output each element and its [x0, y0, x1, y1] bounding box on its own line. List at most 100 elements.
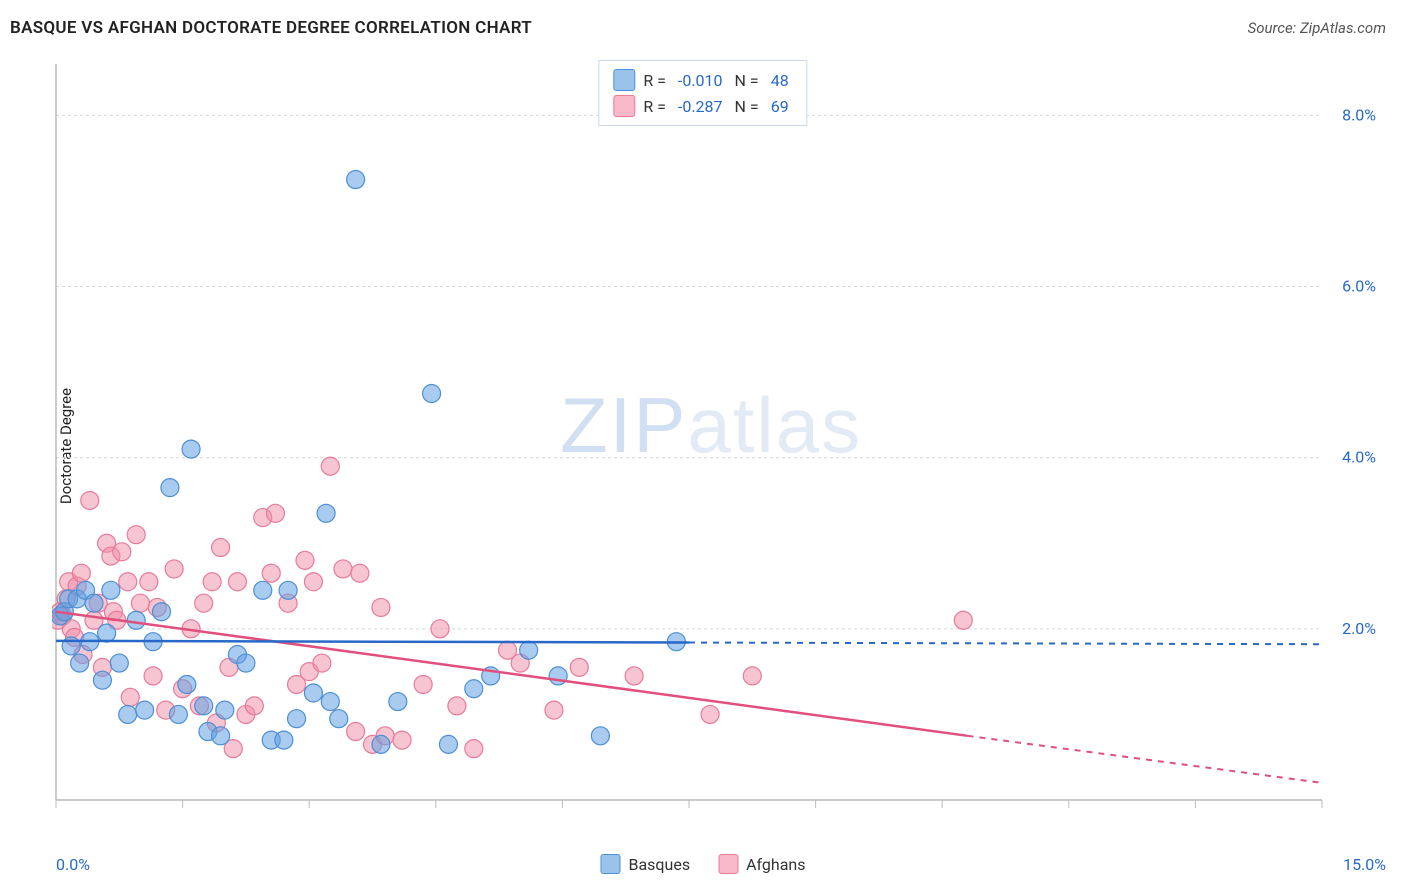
series-label: Basques — [629, 855, 691, 874]
scatter-point-basque — [279, 581, 297, 599]
regression-line-blue-solid — [56, 641, 689, 643]
scatter-point-afghan — [296, 551, 314, 569]
r-value: -0.287 — [674, 97, 727, 116]
scatter-point-basque — [423, 384, 441, 402]
n-value: 69 — [767, 97, 793, 116]
scatter-point-basque — [321, 693, 339, 711]
scatter-point-basque — [98, 624, 116, 642]
r-value: -0.010 — [674, 71, 727, 90]
scatter-point-basque — [389, 693, 407, 711]
scatter-point-afghan — [266, 504, 284, 522]
scatter-point-basque — [212, 727, 230, 745]
scatter-point-afghan — [954, 611, 972, 629]
scatter-point-basque — [182, 440, 200, 458]
scatter-point-afghan — [321, 457, 339, 475]
scatter-point-basque — [119, 705, 137, 723]
scatter-point-afghan — [545, 701, 563, 719]
scatter-point-basque — [237, 654, 255, 672]
scatter-point-afghan — [431, 620, 449, 638]
series-legend: Basques Afghans — [601, 854, 806, 874]
scatter-plot-svg: 2.0% 4.0% 6.0% 8.0% — [52, 60, 1382, 830]
n-label: N = — [735, 97, 759, 116]
scatter-point-afghan — [701, 705, 719, 723]
scatter-point-basque — [288, 710, 306, 728]
scatter-point-basque — [372, 735, 390, 753]
chart-header: BASQUE VS AFGHAN DOCTORATE DEGREE CORREL… — [10, 18, 1386, 38]
scatter-point-basque — [169, 705, 187, 723]
scatter-point-afghan — [131, 594, 149, 612]
scatter-point-basque — [71, 654, 89, 672]
scatter-point-afghan — [465, 740, 483, 758]
scatter-point-afghan — [140, 573, 158, 591]
regression-line-pink-solid — [56, 612, 968, 736]
r-label: R = — [643, 97, 666, 116]
scatter-point-afghan — [347, 723, 365, 741]
legend-swatch-pink — [613, 95, 635, 117]
correlation-legend: R = -0.010 N = 48 R = -0.287 N = 69 — [598, 60, 807, 126]
scatter-point-afghan — [448, 697, 466, 715]
scatter-point-basque — [110, 654, 128, 672]
legend-swatch-pink — [718, 854, 738, 874]
scatter-point-afghan — [144, 667, 162, 685]
scatter-point-afghan — [72, 564, 90, 582]
scatter-point-basque — [254, 581, 272, 599]
legend-row: R = -0.287 N = 69 — [613, 93, 792, 119]
scatter-point-afghan — [195, 594, 213, 612]
x-axis-max-label: 15.0% — [1343, 855, 1386, 874]
n-value: 48 — [767, 71, 793, 90]
series-label: Afghans — [746, 855, 805, 874]
regression-line-blue-dashed — [689, 643, 1322, 645]
y-tick-label: 4.0% — [1342, 448, 1376, 467]
scatter-point-afghan — [203, 573, 221, 591]
n-label: N = — [735, 71, 759, 90]
scatter-point-basque — [330, 710, 348, 728]
scatter-point-afghan — [414, 675, 432, 693]
legend-swatch-blue — [601, 854, 621, 874]
scatter-point-afghan — [351, 564, 369, 582]
scatter-point-basque — [102, 581, 120, 599]
scatter-point-afghan — [743, 667, 761, 685]
scatter-point-basque — [591, 727, 609, 745]
scatter-point-basque — [161, 479, 179, 497]
scatter-point-afghan — [625, 667, 643, 685]
legend-swatch-blue — [613, 69, 635, 91]
scatter-point-afghan — [127, 526, 145, 544]
scatter-point-afghan — [304, 573, 322, 591]
scatter-point-afghan — [570, 658, 588, 676]
legend-row: R = -0.010 N = 48 — [613, 67, 792, 93]
scatter-point-basque — [317, 504, 335, 522]
scatter-point-basque — [275, 731, 293, 749]
scatter-point-basque — [153, 603, 171, 621]
scatter-point-afghan — [165, 560, 183, 578]
scatter-point-basque — [85, 594, 103, 612]
scatter-point-basque — [465, 680, 483, 698]
chart-container: BASQUE VS AFGHAN DOCTORATE DEGREE CORREL… — [0, 0, 1406, 892]
scatter-point-afghan — [262, 564, 280, 582]
scatter-point-afghan — [228, 573, 246, 591]
scatter-point-basque — [439, 735, 457, 753]
y-tick-label: 8.0% — [1342, 105, 1376, 124]
scatter-point-afghan — [121, 688, 139, 706]
scatter-point-afghan — [113, 543, 131, 561]
chart-title: BASQUE VS AFGHAN DOCTORATE DEGREE CORREL… — [10, 18, 532, 38]
series-legend-item: Basques — [601, 854, 691, 874]
scatter-point-basque — [136, 701, 154, 719]
scatter-point-basque — [520, 641, 538, 659]
y-tick-label: 2.0% — [1342, 619, 1376, 638]
chart-source: Source: ZipAtlas.com — [1248, 19, 1386, 37]
scatter-point-basque — [304, 684, 322, 702]
scatter-point-afghan — [81, 491, 99, 509]
scatter-point-afghan — [372, 598, 390, 616]
scatter-point-afghan — [119, 573, 137, 591]
x-axis-min-label: 0.0% — [56, 855, 90, 874]
scatter-point-basque — [195, 697, 213, 715]
r-label: R = — [643, 71, 666, 90]
scatter-point-afghan — [245, 697, 263, 715]
y-tick-label: 6.0% — [1342, 277, 1376, 296]
scatter-point-afghan — [334, 560, 352, 578]
series-legend-item: Afghans — [718, 854, 805, 874]
scatter-point-afghan — [212, 539, 230, 557]
scatter-point-basque — [216, 701, 234, 719]
regression-line-pink-dashed — [968, 736, 1322, 783]
scatter-point-basque — [93, 671, 111, 689]
